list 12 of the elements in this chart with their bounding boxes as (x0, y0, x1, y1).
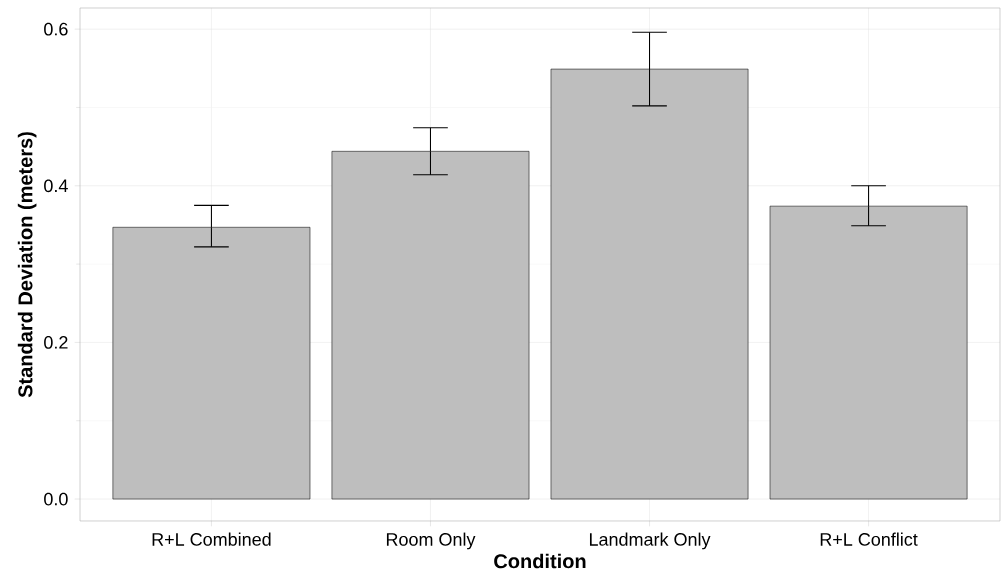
x-tick-label: R+L Combined (152, 532, 271, 546)
y-tick-label: 0.6 (44, 22, 68, 36)
x-tick-label: R+L Conflict (820, 532, 918, 546)
y-tick-label: 0.0 (44, 492, 68, 506)
y-axis-title: Standard Deviation (meters) (17, 132, 37, 398)
x-tick-label: Room Only (386, 532, 476, 550)
x-tick-label: Landmark Only (589, 532, 711, 550)
y-tick-label: 0.2 (44, 336, 68, 349)
bar (331, 151, 530, 500)
bar (112, 227, 311, 500)
y-tick-label: 0.4 (44, 179, 68, 193)
x-axis-title: Condition (494, 553, 586, 569)
